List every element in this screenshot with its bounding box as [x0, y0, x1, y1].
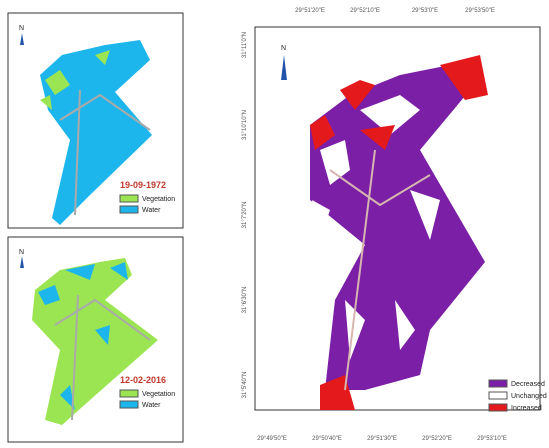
legend-swatch: [489, 392, 507, 399]
coordinate-label: 29°53'50"E: [465, 8, 495, 14]
legend-label: Unchanged: [511, 393, 547, 400]
coordinate-label: 29°53'10"E: [477, 436, 507, 442]
coordinate-label: 29°49'50"E: [257, 436, 287, 442]
legend-swatch: [120, 206, 138, 213]
legend-swatch: [489, 380, 507, 387]
coordinate-label: 31°7'20"N: [242, 202, 248, 229]
legend-swatch: [120, 195, 138, 202]
legend-label: Water: [142, 207, 161, 214]
legend-label: Decreased: [511, 381, 545, 388]
coordinate-label: 29°50'40"E: [312, 436, 342, 442]
legend-label: Vegetation: [142, 196, 175, 203]
north-label: N: [19, 25, 24, 32]
coordinate-label: 31°6'30"N: [242, 287, 248, 314]
coordinate-label: 29°51'20"E: [295, 8, 325, 14]
coordinate-label: 31°11'0"N: [242, 32, 248, 58]
legend-swatch: [120, 401, 138, 408]
legend-swatch: [489, 404, 507, 411]
coordinate-label: 29°51'30"E: [367, 436, 397, 442]
legend-swatch: [120, 390, 138, 397]
legend-label: Water: [142, 402, 161, 409]
date-label: 19-09-1972: [120, 180, 166, 190]
coordinate-label: 29°52'20"E: [422, 436, 452, 442]
legend-label: Increased: [511, 405, 542, 412]
coordinate-label: 31°10'10"N: [242, 110, 248, 140]
north-label: N: [19, 249, 24, 256]
coordinate-label: 29°52'10"E: [350, 8, 380, 14]
north-label: N: [281, 45, 286, 52]
legend-label: Vegetation: [142, 391, 175, 398]
coordinate-label: 31°5'40"N: [242, 372, 248, 399]
coordinate-label: 29°53'0"E: [412, 8, 438, 14]
figure: N 19-09-1972 Vegetation Water N 12-02-20…: [0, 0, 549, 448]
date-label: 12-02-2016: [120, 375, 166, 385]
